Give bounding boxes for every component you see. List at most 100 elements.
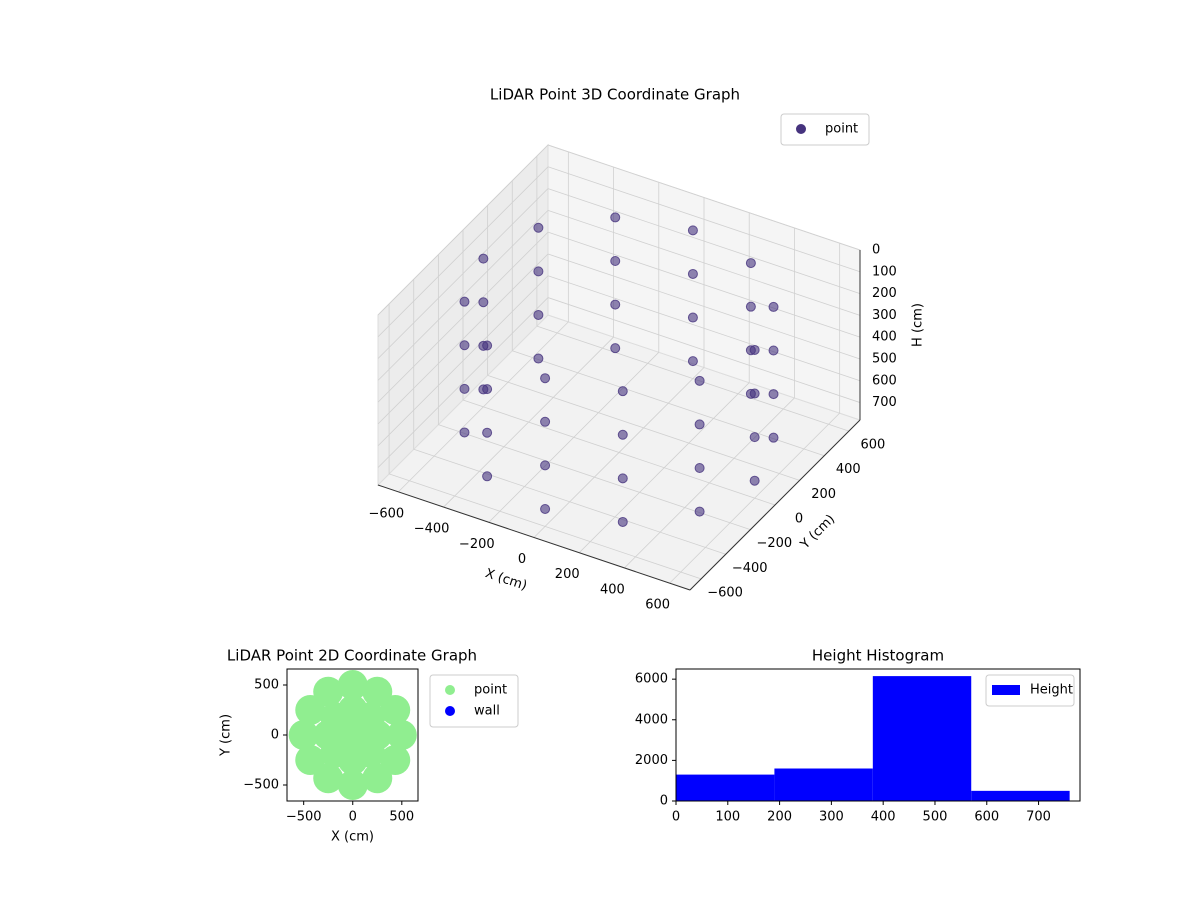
x-axis-label: X (cm) — [331, 830, 374, 845]
x-axis — [377, 484, 691, 591]
z-tick-label: 600 — [872, 373, 897, 388]
y-tick-label: 6000 — [635, 672, 668, 687]
z-axis-label: H (cm) — [911, 303, 926, 347]
x-tick-label: 0 — [518, 552, 526, 567]
point — [533, 266, 544, 277]
y-tick-label: −200 — [757, 536, 793, 551]
y-axis-label: Y (cm) — [219, 714, 234, 757]
point — [295, 695, 326, 725]
legend-label: point — [474, 683, 507, 698]
y-tick-label: 2000 — [635, 753, 668, 768]
z-tick-label: 700 — [872, 395, 897, 410]
point — [610, 212, 621, 223]
point — [459, 296, 470, 307]
grid-line — [377, 275, 549, 447]
point — [687, 268, 698, 279]
chart-title: Height Histogram — [812, 647, 944, 665]
point — [745, 301, 756, 312]
y-tick-label: 0 — [660, 794, 668, 809]
y-tick-label: 600 — [860, 438, 885, 453]
point — [749, 475, 760, 486]
point — [694, 419, 705, 430]
legend-label: wall — [474, 704, 500, 719]
legend-label: point — [825, 122, 858, 137]
chart-title: LiDAR Point 3D Coordinate Graph — [490, 86, 740, 104]
grid-line — [377, 231, 549, 403]
x-tick-label: 100 — [715, 810, 740, 825]
legend-swatch — [992, 685, 1020, 695]
y-tick-label: −400 — [732, 561, 768, 576]
point — [380, 695, 411, 725]
y-tick-label: −500 — [243, 778, 279, 793]
chart-title: LiDAR Point 2D Coordinate Graph — [227, 647, 477, 665]
grid-line — [462, 399, 776, 506]
point — [362, 763, 393, 794]
grid-line — [377, 144, 549, 316]
point — [610, 343, 621, 354]
x-tick-label: −400 — [414, 522, 450, 537]
grid-line — [388, 473, 702, 580]
legend-marker — [445, 685, 455, 695]
grid-line — [377, 166, 549, 338]
point — [540, 373, 551, 384]
x-tick-label: 400 — [871, 810, 896, 825]
point — [313, 676, 344, 707]
legend-box — [780, 113, 870, 146]
z-tick-label: 400 — [872, 330, 897, 345]
point — [617, 429, 628, 440]
legend-box — [985, 674, 1075, 707]
x-tick-label: 600 — [645, 598, 670, 613]
point — [694, 375, 705, 386]
point — [386, 720, 417, 750]
point — [610, 256, 621, 267]
point — [459, 340, 470, 351]
point — [540, 416, 551, 427]
x-tick-label: 200 — [767, 810, 792, 825]
y-tick-label: 400 — [836, 462, 861, 477]
x-tick-label: −500 — [286, 810, 322, 825]
point — [533, 353, 544, 364]
point — [459, 427, 470, 438]
y-axis — [689, 419, 861, 591]
point — [540, 503, 551, 514]
y-tick-label: −600 — [707, 585, 743, 600]
grid-line — [536, 325, 850, 432]
x-tick-label: −600 — [368, 506, 404, 521]
grid-line — [547, 166, 861, 273]
point — [337, 770, 368, 800]
point — [337, 670, 368, 700]
x-tick-label: −200 — [459, 537, 495, 552]
x-tick-label: 700 — [1026, 810, 1051, 825]
point — [533, 309, 544, 320]
bar — [872, 676, 972, 801]
point — [687, 225, 698, 236]
x-tick-label: 0 — [349, 810, 357, 825]
legend-marker — [445, 706, 455, 716]
bar — [971, 790, 1070, 801]
x-tick-label: 600 — [974, 810, 999, 825]
point — [745, 345, 756, 356]
point — [768, 345, 779, 356]
point — [459, 383, 470, 394]
point — [533, 222, 544, 233]
point — [313, 763, 344, 794]
z-tick-label: 0 — [872, 243, 880, 258]
z-tick-label: 100 — [872, 264, 897, 279]
point — [617, 516, 628, 527]
point — [295, 745, 326, 775]
point — [478, 297, 489, 308]
point — [617, 473, 628, 484]
y-tick-label: 0 — [795, 512, 803, 527]
point — [694, 506, 705, 517]
x-tick-label: 300 — [819, 810, 844, 825]
z-tick-label: 500 — [872, 351, 897, 366]
grid-line — [413, 448, 726, 555]
y-tick-label: 0 — [271, 728, 279, 743]
legend-label: Height — [1030, 683, 1073, 698]
point — [478, 384, 489, 395]
point — [749, 432, 760, 443]
point — [482, 471, 493, 482]
grid-line — [547, 253, 861, 360]
grid-line — [547, 275, 861, 382]
